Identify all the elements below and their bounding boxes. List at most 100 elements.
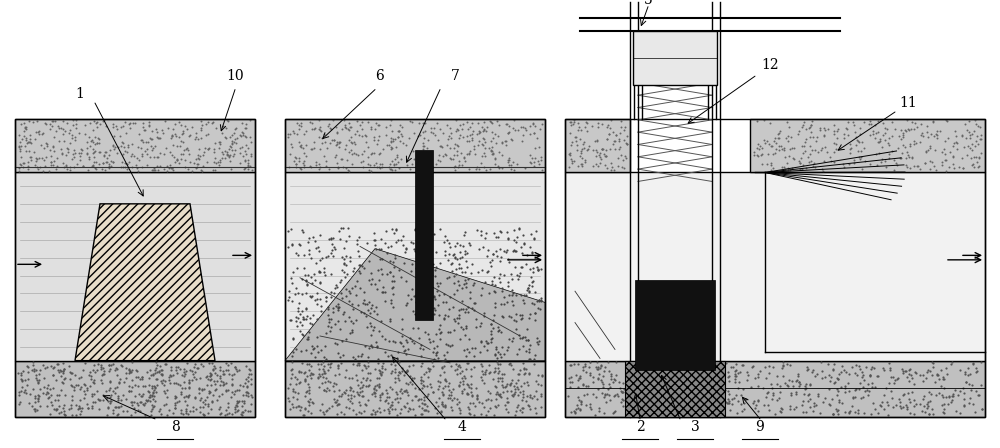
Point	[192, 396, 208, 404]
Point	[442, 155, 458, 162]
Point	[329, 401, 345, 409]
Point	[884, 147, 900, 155]
Point	[341, 120, 357, 127]
Point	[229, 367, 245, 375]
Point	[96, 370, 112, 377]
Point	[761, 369, 777, 376]
Point	[227, 146, 243, 153]
Point	[490, 374, 506, 381]
Point	[497, 383, 513, 391]
Point	[12, 399, 28, 406]
Point	[224, 140, 240, 147]
Point	[167, 401, 183, 409]
Point	[144, 136, 160, 143]
Point	[670, 378, 686, 385]
Point	[57, 374, 73, 381]
Point	[129, 155, 145, 162]
Point	[42, 120, 58, 127]
Point	[590, 162, 606, 169]
Point	[331, 139, 347, 146]
Point	[369, 344, 385, 351]
Point	[401, 362, 417, 370]
Point	[940, 400, 956, 407]
Point	[463, 380, 479, 388]
Point	[194, 122, 210, 129]
Point	[520, 284, 536, 291]
Point	[182, 159, 198, 166]
Point	[794, 165, 810, 172]
Point	[219, 152, 235, 159]
Point	[920, 366, 936, 373]
Point	[917, 409, 933, 416]
Point	[139, 161, 155, 168]
Point	[517, 164, 533, 172]
Point	[645, 405, 661, 413]
Point	[238, 142, 254, 149]
Point	[513, 383, 529, 390]
Point	[106, 145, 122, 152]
Point	[191, 390, 207, 397]
Point	[427, 267, 443, 274]
Point	[792, 159, 808, 167]
Point	[135, 138, 151, 145]
Point	[85, 145, 101, 152]
Point	[117, 159, 133, 166]
Point	[494, 375, 510, 382]
Point	[105, 124, 121, 131]
Point	[617, 396, 633, 404]
Point	[871, 138, 887, 146]
Point	[139, 368, 155, 375]
Point	[658, 383, 674, 390]
Point	[354, 132, 370, 139]
Point	[809, 370, 825, 378]
Point	[354, 366, 370, 374]
Point	[506, 390, 522, 397]
Point	[43, 362, 59, 369]
Point	[167, 399, 183, 406]
Point	[962, 394, 978, 401]
Point	[472, 129, 488, 136]
Point	[844, 363, 860, 370]
Point	[194, 386, 210, 393]
Point	[205, 366, 221, 373]
Point	[371, 405, 387, 412]
Point	[329, 284, 345, 291]
Point	[30, 128, 46, 135]
Point	[461, 150, 477, 157]
Point	[53, 372, 69, 379]
Point	[337, 122, 353, 129]
Point	[488, 345, 504, 352]
Point	[563, 118, 579, 125]
Point	[241, 371, 257, 378]
Point	[280, 227, 296, 234]
Point	[915, 371, 931, 378]
Point	[499, 399, 515, 406]
Point	[321, 387, 337, 394]
Point	[310, 349, 326, 356]
Point	[589, 358, 605, 366]
Point	[322, 363, 338, 370]
Point	[36, 384, 52, 391]
Point	[285, 334, 301, 341]
Point	[477, 278, 493, 285]
Point	[720, 369, 736, 376]
Point	[349, 240, 365, 247]
Point	[482, 165, 498, 172]
Point	[331, 370, 347, 377]
Point	[409, 241, 425, 249]
Point	[309, 334, 325, 341]
Point	[751, 145, 767, 152]
Point	[369, 381, 385, 388]
Point	[66, 164, 82, 171]
Point	[366, 385, 382, 392]
Point	[462, 131, 478, 138]
Point	[284, 371, 300, 378]
Point	[366, 134, 382, 141]
Point	[368, 159, 384, 167]
Bar	[565, 172, 985, 361]
Point	[234, 120, 250, 127]
Point	[398, 141, 414, 148]
Point	[360, 119, 376, 126]
Point	[131, 156, 147, 164]
Point	[505, 302, 521, 309]
